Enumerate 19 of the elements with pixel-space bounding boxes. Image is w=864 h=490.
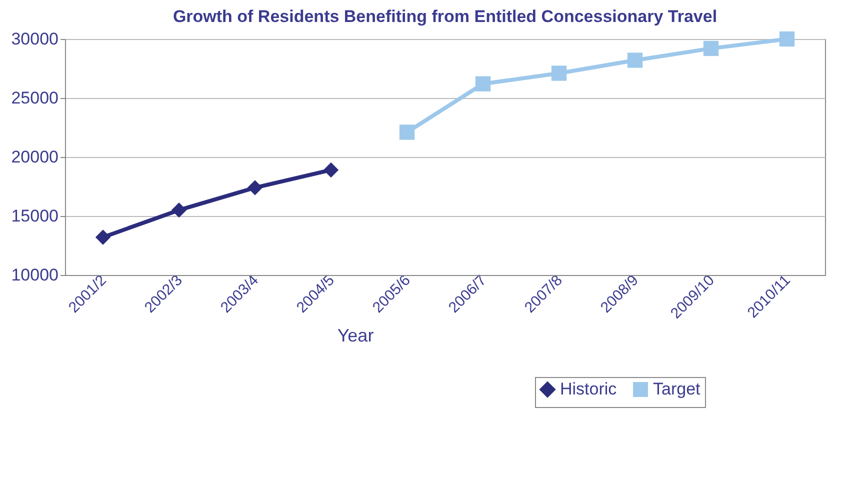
y-tick-label: 30000 xyxy=(11,30,58,48)
point xyxy=(247,180,263,196)
point xyxy=(171,202,187,218)
y-tick-label: 20000 xyxy=(11,148,58,166)
x-axis-title: Year xyxy=(337,325,374,346)
point xyxy=(323,162,339,178)
point xyxy=(399,124,415,140)
point xyxy=(551,66,567,81)
y-tick-label: 15000 xyxy=(11,206,58,226)
point xyxy=(703,40,719,56)
point xyxy=(779,31,795,47)
point xyxy=(475,76,491,92)
y-tick-label: 10000 xyxy=(11,266,58,284)
chart-title: Growth of Residents Benefiting from Entitled Concessionary Travel xyxy=(172,7,718,26)
legend-label: Historic xyxy=(560,380,618,399)
point xyxy=(627,52,643,68)
legend-label: Target xyxy=(653,380,701,399)
y-tick-label: 25000 xyxy=(11,88,58,108)
point xyxy=(95,230,111,245)
